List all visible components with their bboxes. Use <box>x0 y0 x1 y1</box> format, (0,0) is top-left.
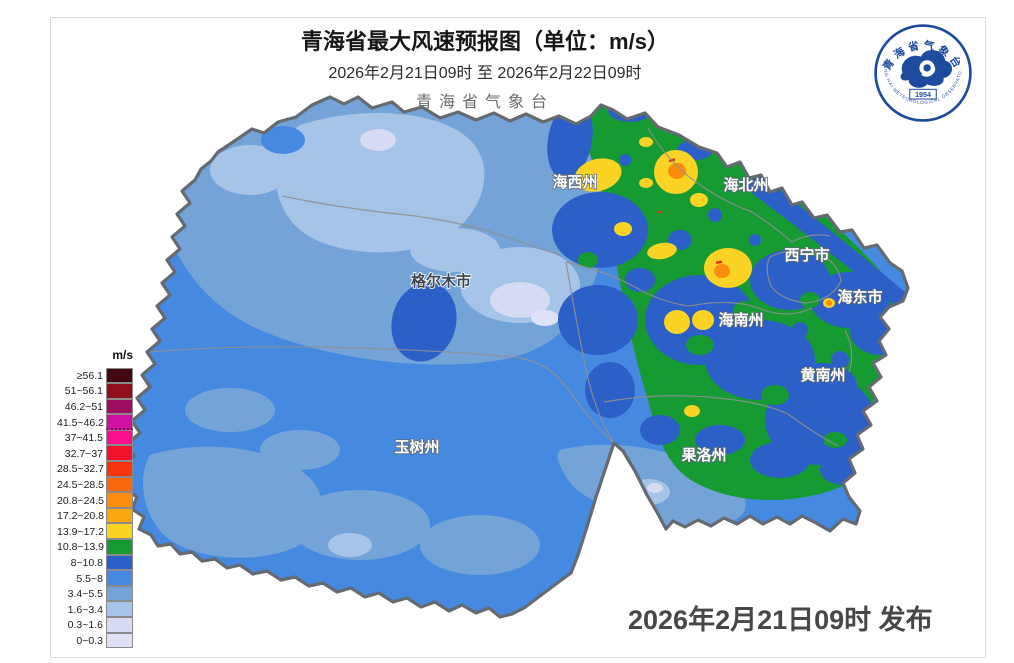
map-region-label: 西宁市 <box>784 246 829 264</box>
map-region-label: 海西州 <box>552 173 597 191</box>
legend-entry-label: 37~41.5 <box>64 432 103 445</box>
legend-swatch <box>106 429 133 446</box>
map-region-label: 格尔木市 <box>411 272 471 290</box>
legend-swatch <box>106 632 133 649</box>
legend-swatch <box>106 383 133 399</box>
legend-entry: 32.7~37 <box>57 445 136 462</box>
legend-swatch <box>106 601 133 617</box>
wind-field-fills <box>122 97 908 617</box>
agency-name: 青海省气象台 <box>415 92 554 111</box>
legend-entry: 0.3~1.6 <box>57 617 136 634</box>
legend-swatch <box>106 570 133 586</box>
legend-entry-label: 20.8~24.5 <box>57 494 105 507</box>
legend-entry: 41.5~46.2 <box>57 414 136 431</box>
page-title: 青海省最大风速预报图（单位：m/s） <box>301 29 669 54</box>
legend-entry-label: 32.7~37 <box>64 447 103 460</box>
legend-entry: 0~0.3 <box>57 632 136 649</box>
legend-entry: 28.5~32.7 <box>57 461 136 478</box>
legend-swatch <box>106 414 133 430</box>
legend-entry-label: ≥56.1 <box>76 369 103 382</box>
legend-entry: 8~10.8 <box>57 554 136 571</box>
legend-swatch <box>106 367 133 384</box>
legend-swatch <box>106 398 133 415</box>
legend-entry: 37~41.5 <box>57 429 136 446</box>
legend-entry-label: 1.6~3.4 <box>67 603 103 616</box>
legend-swatch <box>106 492 133 508</box>
legend-entry: 17.2~20.8 <box>57 507 136 524</box>
legend-swatch <box>106 554 133 571</box>
legend-swatch <box>106 476 133 493</box>
prefecture-borders <box>147 127 853 447</box>
legend-entry-label: 13.9~17.2 <box>57 525 105 538</box>
legend-entry-label: 51~56.1 <box>64 385 103 398</box>
legend-entry: 24.5~28.5 <box>57 476 136 493</box>
legend-entry: 5.5~8 <box>57 570 136 587</box>
legend-entry-label: 28.5~32.7 <box>57 463 105 476</box>
legend-entry-label: 10.8~13.9 <box>57 541 105 554</box>
forecast-time-range: 2026年2月21日09时 至 2026年2月22日09时 <box>328 65 642 82</box>
logo-cloud-icon <box>900 50 953 88</box>
legend-entry-label: 17.2~20.8 <box>57 510 105 523</box>
legend-entry: 20.8~24.5 <box>57 492 136 509</box>
legend-swatch <box>106 617 133 633</box>
legend-entry-label: 41.5~46.2 <box>57 416 105 429</box>
legend-entry: ≥56.1 <box>57 367 136 384</box>
wind-speed-legend: m/s ≥56.1 51~56.1 46.2~51 41.5~46.2 37~41.5 3… <box>57 348 136 649</box>
legend-rows: ≥56.1 51~56.1 46.2~51 41.5~46.2 37~41.5 32.7~… <box>57 367 136 649</box>
legend-entry: 46.2~51 <box>57 398 136 415</box>
legend-entry-label: 0~0.3 <box>76 634 103 647</box>
issue-time: 2026年2月21日09时 发布 <box>628 605 933 635</box>
map-region-label: 海东市 <box>837 288 882 306</box>
legend-entry-label: 46.2~51 <box>64 400 103 413</box>
legend-swatch <box>106 539 133 555</box>
legend-entry: 1.6~3.4 <box>57 601 136 618</box>
map-region-label: 海南州 <box>718 311 763 329</box>
legend-swatch <box>106 523 133 540</box>
legend-entry: 10.8~13.9 <box>57 539 136 556</box>
legend-entry-label: 0.3~1.6 <box>67 619 103 632</box>
legend-entry-label: 3.4~5.5 <box>67 588 103 601</box>
map-region-label: 玉树州 <box>394 438 439 456</box>
legend-entry-label: 5.5~8 <box>76 572 103 585</box>
svg-text:1954: 1954 <box>915 91 931 99</box>
legend-swatch <box>106 445 133 462</box>
meteorological-observatory-logo: 青海省气象台 QING HAI METEOROLOGICAL OBSERVATO… <box>872 22 972 122</box>
map-region-label: 海北州 <box>723 176 768 194</box>
legend-swatch <box>106 461 133 477</box>
legend-entry: 13.9~17.2 <box>57 523 136 540</box>
legend-unit-label: m/s <box>112 348 133 362</box>
map-region-label: 黄南州 <box>800 366 845 384</box>
map-region-label: 果洛州 <box>680 446 726 464</box>
legend-swatch <box>106 507 133 524</box>
legend-swatch <box>106 585 133 602</box>
legend-entry: 51~56.1 <box>57 383 136 400</box>
legend-entry-label: 24.5~28.5 <box>57 478 105 491</box>
legend-entry: 3.4~5.5 <box>57 585 136 602</box>
legend-entry-label: 8~10.8 <box>70 556 103 569</box>
logo-year-badge: 1954 <box>909 88 937 100</box>
